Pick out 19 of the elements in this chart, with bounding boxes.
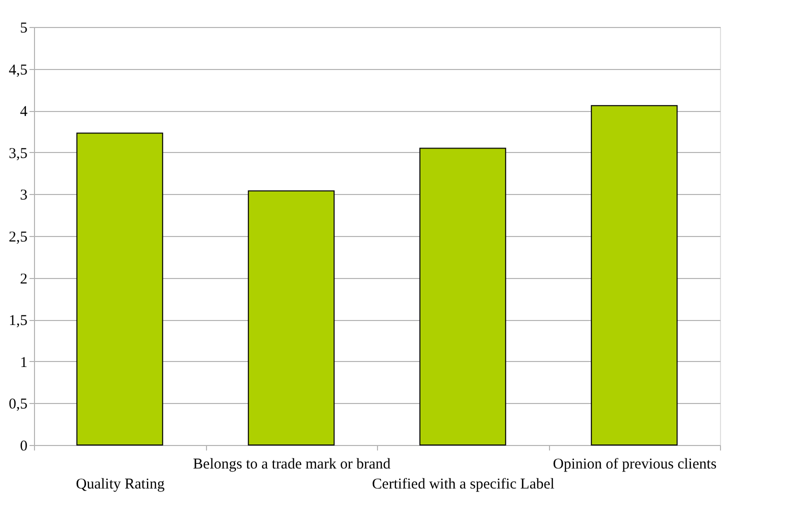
- y-tick-label: 0: [20, 438, 28, 454]
- y-tick-label: 3: [20, 188, 28, 204]
- bar: [590, 105, 678, 446]
- y-tick-label: 0,5: [8, 396, 28, 413]
- y-tick-label: 2,5: [8, 230, 28, 246]
- bar: [419, 148, 506, 446]
- x-tick-label: Certified with a specific Label: [372, 476, 554, 492]
- x-tick-label: Quality Rating: [76, 476, 166, 492]
- y-tick-label: 4: [20, 104, 28, 120]
- y-tick-label: 2: [20, 271, 28, 288]
- y-tick-label: 1,5: [8, 313, 28, 330]
- x-tick-label: Opinion of previous clients: [552, 456, 717, 472]
- y-tick-label: 3,5: [8, 146, 28, 162]
- x-tick-label: Belongs to a trade mark or brand: [193, 456, 391, 472]
- y-tick-label: 1: [20, 354, 28, 371]
- y-tick-label: 4,5: [8, 62, 28, 78]
- bar: [76, 132, 164, 446]
- bar: [248, 190, 335, 446]
- y-tick-label: 5: [20, 20, 28, 36]
